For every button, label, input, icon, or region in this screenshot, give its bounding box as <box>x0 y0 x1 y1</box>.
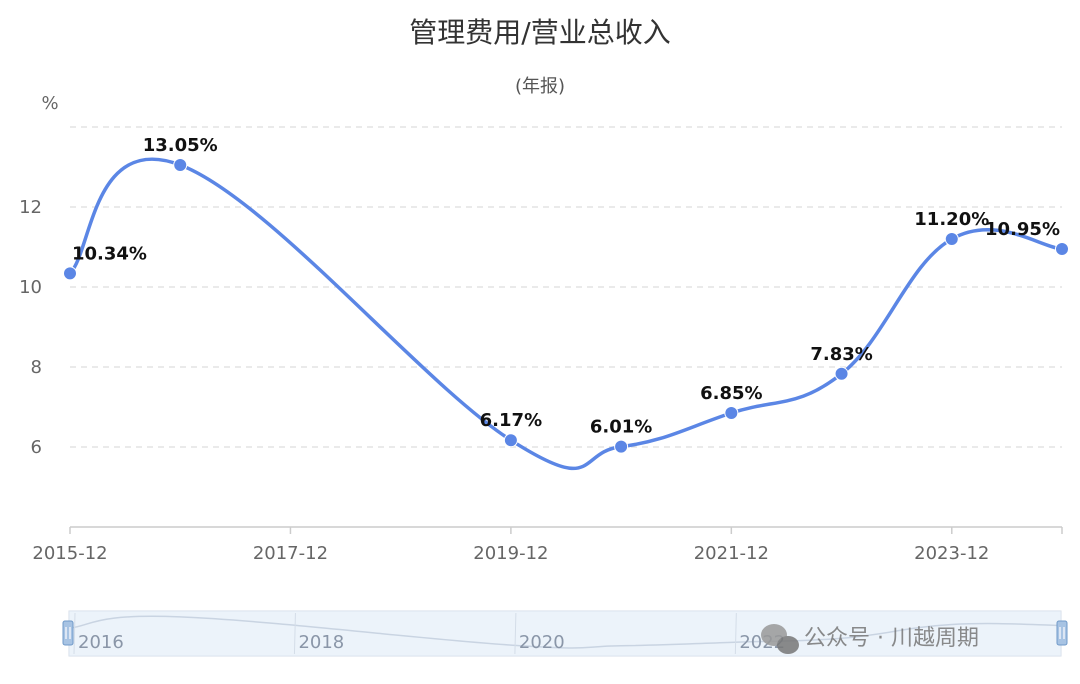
datazoom-divider <box>293 612 296 655</box>
data-point[interactable] <box>614 439 629 454</box>
data-point[interactable] <box>173 158 188 172</box>
datazoom-divider <box>73 612 76 655</box>
datazoom-handle-left[interactable] <box>62 620 74 646</box>
datazoom-slider[interactable]: 2016 2018 2020 2022 <box>62 610 1068 657</box>
datazoom-divider <box>514 612 517 655</box>
data-label: 6.17% <box>480 410 542 431</box>
datazoom-handle-right[interactable] <box>1056 620 1068 646</box>
watermark: 公众号 · 川越周期 <box>761 624 979 654</box>
data-label: 6.85% <box>700 383 762 404</box>
x-axis-ticks: 2015-12 2017-12 2019-12 2021-12 2023-12 <box>32 527 1063 564</box>
data-label: 13.05% <box>143 135 218 156</box>
data-label: 10.34% <box>72 243 147 264</box>
chart-title: 管理费用/营业总收入 <box>409 16 670 49</box>
x-tick-label: 2021-12 <box>694 543 769 564</box>
y-axis-unit: % <box>41 93 58 114</box>
data-labels: 10.34% 13.05% 6.17% 6.01% 6.85% 7.83% 11.20%10… <box>72 135 1060 438</box>
y-tick-label: 10 <box>19 277 42 298</box>
datazoom-label: 2016 <box>78 632 124 653</box>
data-point[interactable] <box>724 406 739 420</box>
x-tick-label: 2023-12 <box>914 543 989 564</box>
data-point[interactable] <box>944 232 959 246</box>
watermark-text: 公众号 · 川越周期 <box>804 626 979 651</box>
x-tick-label: 2015-12 <box>32 543 107 564</box>
datazoom-label: 2018 <box>298 632 344 653</box>
x-tick-label: 2017-12 <box>253 543 328 564</box>
datazoom-divider <box>734 612 737 655</box>
series-line <box>68 157 1063 471</box>
chart-subtitle: (年报) <box>515 76 565 97</box>
y-tick-label: 6 <box>31 437 42 458</box>
data-label: 10.95% <box>985 219 1060 240</box>
data-points[interactable] <box>63 158 1069 454</box>
datazoom-shadow-line <box>69 615 1063 649</box>
data-point[interactable] <box>1055 242 1069 256</box>
data-label: 6.01% <box>590 417 652 438</box>
wechat-icon <box>761 624 799 654</box>
data-label: 11.20% <box>914 209 989 230</box>
data-point[interactable] <box>834 366 849 381</box>
y-tick-label: 12 <box>19 197 42 218</box>
datazoom-label: 2020 <box>519 632 565 653</box>
data-point[interactable] <box>63 266 77 281</box>
y-axis-ticks: 6 8 10 12 <box>19 197 42 458</box>
y-tick-label: 8 <box>31 357 42 378</box>
x-tick-label: 2019-12 <box>473 543 548 564</box>
grid-lines <box>70 126 1062 448</box>
data-label: 7.83% <box>810 344 872 365</box>
data-point[interactable] <box>503 433 518 448</box>
